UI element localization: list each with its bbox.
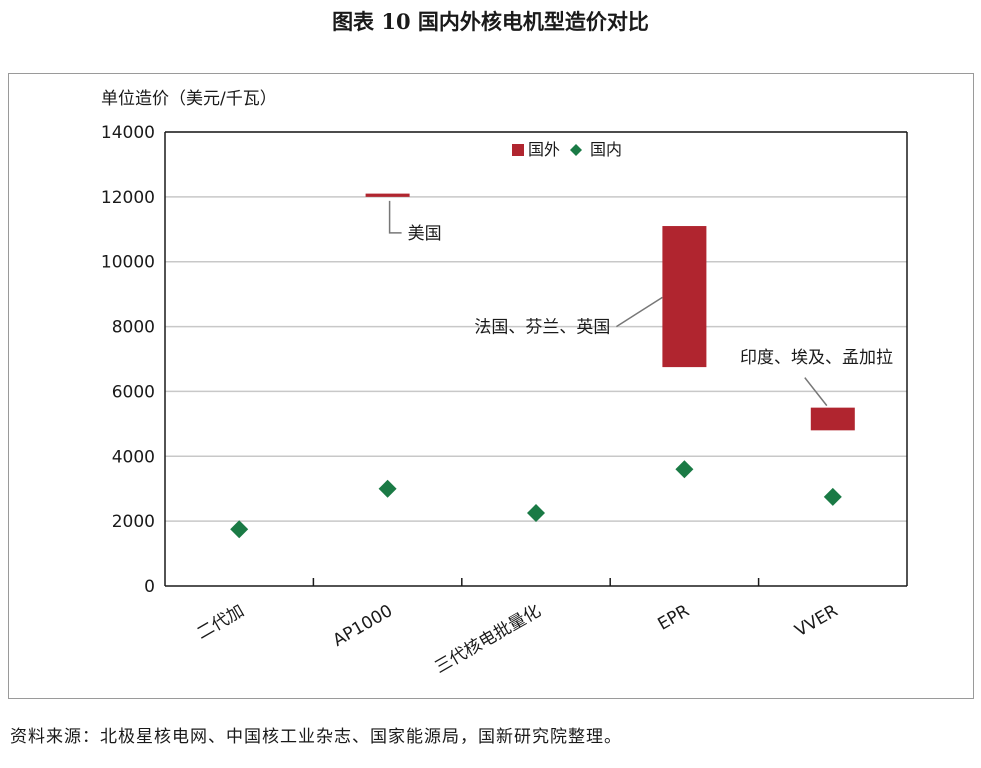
y-tick-label: 14000 bbox=[101, 123, 155, 143]
y-tick-label: 6000 bbox=[112, 382, 155, 402]
domestic-cost-marker bbox=[823, 487, 842, 506]
foreign-cost-bar bbox=[662, 226, 707, 368]
legend-swatch-domestic bbox=[570, 144, 582, 156]
chart-svg: 0 2000 4000 6000 8000 10000 12000 14000 单位造价（美元/… bbox=[101, 89, 908, 678]
y-axis-label: 单位造价（美元/千瓦） bbox=[101, 89, 277, 109]
domestic-cost-marker bbox=[675, 460, 694, 479]
domestic-cost-marker bbox=[230, 520, 249, 539]
x-tick-label: EPR bbox=[654, 601, 693, 635]
annotation-leader bbox=[388, 200, 402, 234]
annotation-label: 美国 bbox=[408, 224, 442, 244]
x-tick-label: 三代核电批量化 bbox=[431, 601, 544, 678]
y-tick-label: 0 bbox=[144, 577, 155, 597]
y-tick-label: 10000 bbox=[101, 253, 155, 273]
x-tick-label: AP1000 bbox=[330, 601, 396, 651]
annotation-leader bbox=[615, 296, 663, 328]
chart-frame: 0 2000 4000 6000 8000 10000 12000 14000 单位造价（美元/… bbox=[8, 73, 974, 699]
annotation-label: 印度、埃及、孟加拉 bbox=[740, 348, 893, 368]
foreign-cost-bar bbox=[810, 407, 855, 431]
x-tick-label: VVER bbox=[792, 601, 842, 641]
figure-title: 图表 10 国内外核电机型造价对比 bbox=[332, 9, 649, 34]
foreign-cost-bar bbox=[365, 193, 410, 197]
y-tick-label: 4000 bbox=[112, 447, 155, 467]
domestic-cost-marker bbox=[378, 479, 397, 498]
y-tick-label: 12000 bbox=[101, 188, 155, 208]
legend-label-foreign: 国外 bbox=[528, 140, 560, 159]
legend-label-domestic: 国内 bbox=[590, 140, 622, 159]
y-tick-label: 2000 bbox=[112, 512, 155, 532]
y-tick-label: 8000 bbox=[112, 318, 155, 338]
domestic-cost-marker bbox=[527, 504, 545, 523]
legend-swatch-foreign bbox=[512, 144, 524, 156]
annotation-label: 法国、芬兰、英国 bbox=[474, 318, 610, 338]
x-tick-label: 二代加 bbox=[194, 601, 248, 644]
annotation-leader bbox=[804, 377, 828, 407]
source-note: 资料来源：北极星核电网、中国核工业杂志、国家能源局，国新研究院整理。 bbox=[10, 727, 622, 747]
